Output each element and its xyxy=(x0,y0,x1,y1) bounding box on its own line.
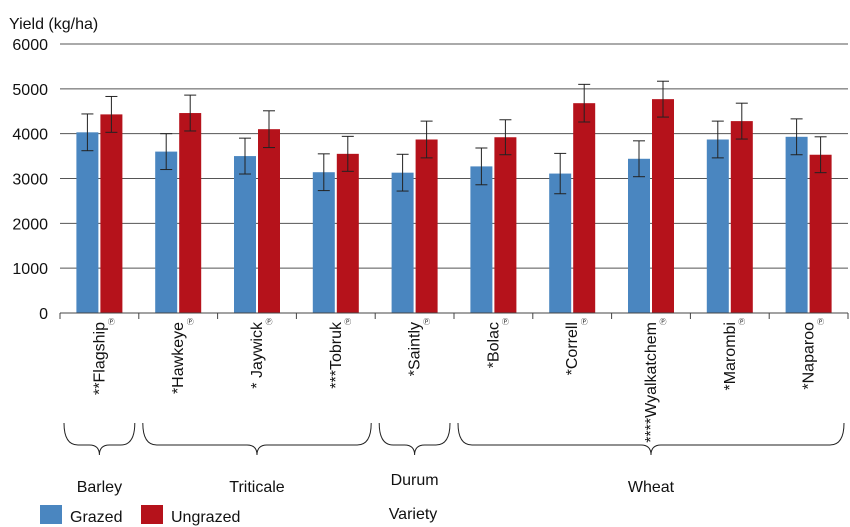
y-tick-label: 3000 xyxy=(12,172,48,189)
legend-swatch-ungrazed xyxy=(141,505,163,524)
category-label: *Hawkeye xyxy=(170,322,187,394)
group-label: Barley xyxy=(77,479,122,496)
y-tick-label: 5000 xyxy=(12,82,48,99)
category-label: *Marombi xyxy=(722,322,739,390)
pvr-mark: Ⓟ xyxy=(187,318,194,326)
group-label: Wheat xyxy=(628,479,675,496)
bar-grazed xyxy=(470,166,493,313)
x-axis-label: Variety xyxy=(389,506,438,523)
y-tick-label: 1000 xyxy=(12,261,48,278)
category-label: * Jaywick xyxy=(249,321,266,389)
bar-ungrazed xyxy=(258,129,280,313)
group-brace xyxy=(142,422,372,456)
group-brace xyxy=(63,422,136,456)
bar-grazed xyxy=(785,136,808,313)
category-labels: **Flagship Ⓟ *Hawkeye Ⓟ * Jaywick Ⓟ ***Tobruk Ⓟ… xyxy=(91,318,824,443)
category-label: *Naparoo xyxy=(801,322,818,390)
pvr-mark: Ⓟ xyxy=(108,318,115,326)
bar-grazed xyxy=(312,172,335,313)
variety-groups: Barley Triticale Durum Wheat xyxy=(63,422,845,496)
bar-ungrazed xyxy=(573,103,596,314)
legend-swatch-grazed xyxy=(40,505,62,524)
y-tick-label: 4000 xyxy=(12,127,48,144)
bar-grazed xyxy=(155,151,178,313)
legend-label-grazed: Grazed xyxy=(70,509,122,526)
legend-label-ungrazed: Ungrazed xyxy=(171,509,240,526)
bar-ungrazed xyxy=(652,99,674,314)
bar-grazed xyxy=(391,172,414,313)
group-label: Durum xyxy=(391,472,439,489)
pvr-mark: Ⓟ xyxy=(817,318,824,326)
pvr-mark: Ⓟ xyxy=(502,318,509,326)
bar-ungrazed xyxy=(100,114,123,313)
bar-grazed xyxy=(76,132,99,313)
bar-grazed xyxy=(706,139,729,313)
legend: Grazed Ungrazed xyxy=(40,505,240,526)
pvr-mark: Ⓟ xyxy=(581,318,588,326)
gridlines xyxy=(60,43,848,269)
bar-grazed xyxy=(549,173,572,313)
category-label: *Saintly xyxy=(407,322,424,376)
pvr-mark: Ⓟ xyxy=(266,318,273,326)
bar-ungrazed xyxy=(730,121,753,313)
pvr-mark: Ⓟ xyxy=(660,318,667,326)
category-label: *Correll xyxy=(564,322,581,375)
bar-ungrazed xyxy=(494,137,517,313)
group-brace xyxy=(457,422,845,456)
category-label: *Bolac xyxy=(485,322,502,368)
bars xyxy=(76,99,832,314)
y-tick-label: 2000 xyxy=(12,216,48,233)
y-axis-label: Yield (kg/ha) xyxy=(9,16,98,33)
bar-ungrazed xyxy=(179,113,202,313)
error-bars xyxy=(81,80,827,195)
pvr-mark: Ⓟ xyxy=(738,318,745,326)
category-label: ***Tobruk xyxy=(328,321,345,389)
x-tick-marks xyxy=(59,313,849,319)
pvr-mark: Ⓟ xyxy=(423,318,430,326)
y-tick-label: 0 xyxy=(39,306,48,323)
y-tick-label: 6000 xyxy=(12,37,48,54)
group-brace xyxy=(378,422,451,456)
category-label: ****Wyalkatchem xyxy=(643,322,660,443)
bar-ungrazed xyxy=(415,139,438,313)
bar-ungrazed xyxy=(809,154,832,313)
category-label: **Flagship xyxy=(91,322,108,395)
y-tick-labels: 0 1000 2000 3000 4000 5000 6000 xyxy=(12,37,48,323)
bar-grazed xyxy=(628,158,650,313)
bar-grazed xyxy=(234,156,256,313)
bar-ungrazed xyxy=(336,153,359,313)
pvr-mark: Ⓟ xyxy=(344,318,351,326)
group-label: Triticale xyxy=(229,479,285,496)
